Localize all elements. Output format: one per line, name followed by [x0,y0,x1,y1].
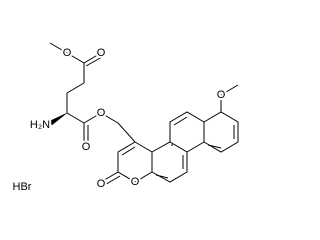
atom-label: O [82,141,91,153]
salt-label: HBr [13,181,32,193]
atom-label: H₂N [30,119,50,131]
atom-label: O [97,178,106,190]
atom-label: O [63,47,72,59]
atom-label: O [97,107,106,119]
bonds [49,42,239,187]
atom-label: O [217,89,226,101]
atom-labels: O O H₂N O O O O O HBr [11,45,228,195]
structure-diagram: O O H₂N O O O O O HBr [11,42,239,195]
atom-label: O [131,176,140,188]
atom-label: O [97,47,106,59]
